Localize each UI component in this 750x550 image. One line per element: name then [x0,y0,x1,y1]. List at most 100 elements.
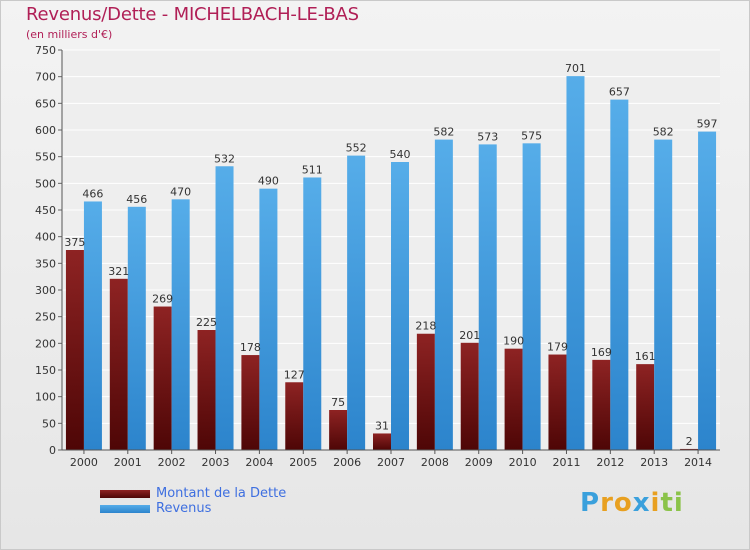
x-axis: 2000 2001 2002 2003 2004 2005 2006 2007 2008 2009… [62,449,720,469]
y-tick-label: 650 [35,97,56,110]
bar-debt [460,342,479,450]
data-label-debt: 178 [240,341,261,354]
bar-debt [548,354,567,450]
x-tick-label: 2003 [202,456,230,469]
legend-item-revenue: Revenus [100,501,286,516]
y-tick-label: 200 [35,337,56,350]
y-tick-label: 600 [35,124,56,137]
legend-item-debt: Montant de la Dette [100,486,286,501]
data-label-revenue: 582 [653,126,674,139]
y-tick-label: 250 [35,311,56,324]
bar-revenue [654,139,673,450]
logo-letter: P [580,488,601,518]
bar-revenue [347,155,366,450]
bar-debt [416,333,435,450]
data-label-revenue: 511 [302,163,323,176]
bars [65,76,717,451]
y-tick-label: 450 [35,204,56,217]
bar-debt [504,348,523,450]
data-label-debt: 75 [331,396,345,409]
legend-swatch-debt [100,489,150,498]
data-label-debt: 169 [591,346,612,359]
data-label-revenue: 657 [609,86,630,99]
x-tick-label: 2013 [640,456,668,469]
data-label-debt: 201 [459,329,480,342]
x-tick-label: 2008 [421,456,449,469]
bar-revenue [610,99,629,450]
y-tick-label: 100 [35,391,56,404]
data-label-revenue: 701 [565,62,586,75]
bar-debt [592,359,611,450]
x-tick-label: 2009 [465,456,493,469]
y-tick-label: 700 [35,71,56,84]
data-label-revenue: 597 [697,118,718,131]
bar-revenue [127,206,146,450]
data-label-revenue: 490 [258,175,279,188]
bar-debt [285,382,304,450]
data-label-debt: 269 [152,293,173,306]
bar-revenue [698,131,717,450]
y-tick-label: 0 [49,444,56,457]
data-label-revenue: 552 [346,142,367,155]
data-labels: 375 466 321 456 269 470 225 532 178 490 127 511 75 55… [64,62,717,448]
bar-revenue [83,201,102,450]
bar-debt [373,433,391,450]
bar-revenue [522,143,541,451]
legend-label-debt: Montant de la Dette [156,486,287,501]
bar-revenue [566,76,585,450]
data-label-debt: 31 [375,419,389,432]
y-tick-label: 550 [35,151,56,164]
data-label-debt: 127 [284,368,305,381]
legend-label-revenue: Revenus [156,501,212,516]
y-tick-label: 750 [35,44,56,57]
logo-letter: r [600,488,614,518]
logo-letter: t [660,488,674,518]
proxiti-logo: Proxiti [580,488,684,518]
logo-letter: i [673,488,684,518]
data-label-revenue: 540 [390,148,411,161]
data-label-debt: 375 [64,236,85,249]
data-label-revenue: 575 [521,129,542,142]
y-tick-label: 500 [35,177,56,190]
data-label-revenue: 466 [82,187,103,200]
y-tick-label: 350 [35,257,56,270]
logo-letter: i [650,488,661,518]
bar-debt [65,250,84,450]
x-tick-label: 2007 [377,456,405,469]
bar-revenue [259,188,278,450]
x-tick-label: 2002 [158,456,186,469]
chart-title: Revenus/Dette - MICHELBACH-LE-BAS [26,4,359,25]
data-label-debt: 218 [415,320,436,333]
bar-debt [153,306,172,450]
bar-debt [329,410,348,450]
x-tick-label: 2012 [596,456,624,469]
chart-subtitle: (en milliers d'€) [26,28,113,41]
data-label-debt: 190 [503,335,524,348]
logo-letter: o [613,488,633,518]
legend: Montant de la Dette Revenus [100,486,286,516]
y-tick-label: 50 [42,417,56,430]
data-label-revenue: 470 [170,185,191,198]
bar-debt [680,448,699,450]
bar-debt [241,355,260,450]
logo-letter: x [632,488,651,518]
x-tick-label: 2001 [114,456,142,469]
bar-revenue [303,177,322,450]
x-tick-label: 2005 [289,456,317,469]
bar-revenue [215,166,234,450]
y-axis: 0 50 100 150 200 250 300 350 400 450 500 550 600 650 7… [35,44,63,457]
bar-revenue [478,144,497,450]
x-tick-label: 2010 [509,456,537,469]
data-label-revenue: 532 [214,152,235,165]
y-tick-label: 150 [35,364,56,377]
bar-debt [636,364,655,450]
data-label-revenue: 573 [477,130,498,143]
x-tick-label: 2011 [552,456,580,469]
data-label-debt: 321 [108,265,129,278]
data-label-debt: 225 [196,316,217,329]
data-label-debt: 2 [686,435,693,448]
x-tick-label: 2006 [333,456,361,469]
bar-revenue [391,162,409,450]
y-tick-label: 400 [35,231,56,244]
